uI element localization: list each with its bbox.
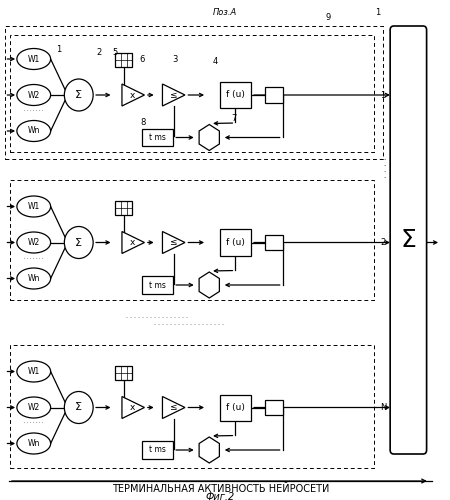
Circle shape bbox=[64, 226, 93, 258]
FancyBboxPatch shape bbox=[390, 26, 427, 454]
Text: ≤: ≤ bbox=[169, 403, 176, 412]
Text: x: x bbox=[130, 238, 135, 247]
Text: ≤: ≤ bbox=[169, 238, 176, 247]
Text: Σ: Σ bbox=[75, 402, 82, 412]
Text: Поз.А: Поз.А bbox=[213, 8, 237, 18]
Text: t ms: t ms bbox=[149, 133, 166, 142]
Text: 6: 6 bbox=[139, 56, 144, 64]
Polygon shape bbox=[199, 124, 220, 150]
Text: 5: 5 bbox=[112, 48, 117, 57]
Text: W2: W2 bbox=[27, 403, 40, 412]
Text: 4: 4 bbox=[212, 56, 218, 66]
Bar bbox=[10, 35, 374, 152]
Bar bbox=[265, 87, 283, 103]
Bar bbox=[265, 400, 283, 415]
Bar bbox=[142, 276, 173, 293]
Bar bbox=[142, 128, 173, 146]
Ellipse shape bbox=[17, 397, 50, 418]
Text: N: N bbox=[380, 403, 387, 412]
Ellipse shape bbox=[17, 120, 50, 142]
Circle shape bbox=[64, 79, 93, 111]
Bar bbox=[10, 180, 374, 300]
Bar bbox=[115, 366, 132, 380]
Text: W2: W2 bbox=[27, 90, 40, 100]
Polygon shape bbox=[162, 232, 185, 254]
Bar bbox=[220, 230, 251, 256]
Text: · · · · · · ·: · · · · · · · bbox=[24, 256, 44, 260]
Text: f (u): f (u) bbox=[226, 90, 245, 100]
Text: Wn: Wn bbox=[27, 126, 40, 136]
Text: Σ: Σ bbox=[75, 238, 82, 248]
Text: f (u): f (u) bbox=[226, 403, 245, 412]
Ellipse shape bbox=[17, 268, 50, 289]
Ellipse shape bbox=[17, 48, 50, 70]
Text: 2: 2 bbox=[96, 48, 102, 57]
Text: Σ: Σ bbox=[400, 228, 416, 252]
Bar bbox=[220, 82, 251, 108]
Text: W1: W1 bbox=[27, 54, 40, 64]
Bar bbox=[115, 200, 132, 214]
Text: t ms: t ms bbox=[149, 280, 166, 289]
Polygon shape bbox=[162, 396, 185, 418]
Text: 9: 9 bbox=[326, 13, 331, 22]
Polygon shape bbox=[162, 84, 185, 106]
Polygon shape bbox=[122, 232, 144, 254]
Text: Wn: Wn bbox=[27, 439, 40, 448]
Polygon shape bbox=[199, 272, 220, 298]
Bar bbox=[10, 345, 374, 468]
Text: x: x bbox=[130, 90, 135, 100]
Circle shape bbox=[64, 392, 93, 424]
Text: ·
·
·
·: · · · · bbox=[383, 156, 386, 180]
Text: W2: W2 bbox=[27, 238, 40, 247]
Ellipse shape bbox=[17, 232, 50, 253]
Bar bbox=[142, 442, 173, 459]
Bar bbox=[220, 394, 251, 420]
Polygon shape bbox=[122, 84, 144, 106]
Polygon shape bbox=[122, 396, 144, 418]
Text: W1: W1 bbox=[27, 202, 40, 211]
Ellipse shape bbox=[17, 433, 50, 454]
Text: 3: 3 bbox=[172, 56, 177, 64]
Text: 7: 7 bbox=[231, 114, 237, 123]
Text: · · · · · · ·: · · · · · · · bbox=[24, 420, 44, 426]
Ellipse shape bbox=[17, 361, 50, 382]
Text: 2: 2 bbox=[380, 238, 386, 247]
Text: Фиг.2: Фиг.2 bbox=[206, 492, 235, 500]
Text: 1: 1 bbox=[380, 90, 386, 100]
Text: Σ: Σ bbox=[75, 90, 82, 100]
Text: 8: 8 bbox=[140, 118, 145, 127]
Bar bbox=[265, 234, 283, 250]
Text: 1: 1 bbox=[56, 46, 61, 54]
Text: f (u): f (u) bbox=[226, 238, 245, 247]
Text: t ms: t ms bbox=[149, 446, 166, 454]
Text: · · · · · · ·: · · · · · · · bbox=[24, 108, 44, 113]
Text: ≤: ≤ bbox=[169, 90, 176, 100]
Ellipse shape bbox=[17, 196, 50, 217]
Text: · · · · · · · · · · · · · · · ·: · · · · · · · · · · · · · · · · bbox=[126, 315, 189, 320]
Text: 1: 1 bbox=[375, 8, 381, 18]
Text: · · · · · · · · · · · · · · · · · ·: · · · · · · · · · · · · · · · · · · bbox=[154, 322, 224, 328]
Text: W1: W1 bbox=[27, 367, 40, 376]
Ellipse shape bbox=[17, 84, 50, 105]
Text: ТЕРМИНАЛЬНАЯ АКТИВНОСТЬ НЕЙРОСЕТИ: ТЕРМИНАЛЬНАЯ АКТИВНОСТЬ НЕЙРОСЕТИ bbox=[112, 484, 329, 494]
Polygon shape bbox=[199, 437, 220, 463]
Text: x: x bbox=[130, 403, 135, 412]
Bar bbox=[4, 26, 382, 158]
Bar bbox=[115, 53, 132, 67]
Text: Wn: Wn bbox=[27, 274, 40, 283]
